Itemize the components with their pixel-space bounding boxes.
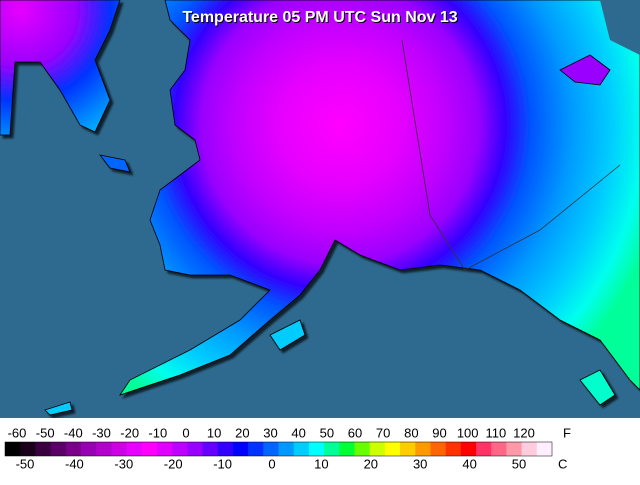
celsius-tick-label: 20 <box>364 456 378 471</box>
color-swatch <box>263 442 279 456</box>
color-swatch <box>187 442 204 456</box>
color-swatch <box>536 442 553 456</box>
celsius-tick-label: -20 <box>164 456 183 471</box>
color-swatch <box>80 442 97 456</box>
fahrenheit-tick-label: -10 <box>148 425 167 440</box>
color-swatch <box>308 442 325 456</box>
color-swatch <box>430 442 447 456</box>
fahrenheit-tick-label: 30 <box>263 425 277 440</box>
celsius-tick-label: -30 <box>114 456 133 471</box>
fahrenheit-tick-label: 70 <box>376 425 390 440</box>
border <box>464 164 621 271</box>
color-swatch <box>20 442 36 456</box>
fahrenheit-tick-label: -30 <box>92 425 111 440</box>
color-swatch <box>324 442 340 456</box>
color-swatch <box>460 442 477 456</box>
color-swatch <box>506 442 523 456</box>
fahrenheit-tick-label: -40 <box>64 425 83 440</box>
color-swatch <box>339 442 355 456</box>
color-swatch <box>521 442 538 456</box>
celsius-tick-label: 50 <box>512 456 526 471</box>
fahrenheit-tick-label: 10 <box>207 425 221 440</box>
fahrenheit-tick-label: -20 <box>120 425 139 440</box>
fahrenheit-tick-label: 80 <box>404 425 418 440</box>
color-swatch <box>248 442 264 456</box>
title-shadow: Temperature 05 PM UTC Sun Nov 13 <box>183 10 458 27</box>
color-swatch <box>232 442 249 456</box>
color-swatch <box>65 442 82 456</box>
color-swatch <box>156 442 173 456</box>
color-swatch <box>445 442 462 456</box>
fahrenheit-tick-label: 100 <box>457 425 479 440</box>
fahrenheit-tick-label: 90 <box>432 425 446 440</box>
color-swatch <box>384 442 401 456</box>
color-swatch <box>126 442 143 456</box>
fahrenheit-tick-label: 40 <box>291 425 305 440</box>
fahrenheit-tick-label: 0 <box>182 425 189 440</box>
color-swatch <box>354 442 371 456</box>
color-swatch <box>278 442 295 456</box>
color-swatch <box>141 442 158 456</box>
color-swatch <box>415 442 431 456</box>
color-swatch <box>96 442 112 456</box>
color-swatch <box>400 442 416 456</box>
fahrenheit-unit: F <box>563 425 571 440</box>
celsius-tick-label: 10 <box>314 456 328 471</box>
color-swatch <box>202 442 219 456</box>
celsius-unit: C <box>558 456 567 471</box>
celsius-tick-label: 0 <box>268 456 275 471</box>
land <box>0 0 640 416</box>
border <box>401 39 466 271</box>
color-swatch <box>5 442 21 456</box>
color-swatch <box>111 442 128 456</box>
fahrenheit-tick-label: -60 <box>8 425 27 440</box>
color-swatch <box>172 442 188 456</box>
celsius-tick-label: 40 <box>462 456 476 471</box>
title: Temperature 05 PM UTC Sun Nov 13 <box>182 9 457 26</box>
fahrenheit-tick-label: 110 <box>485 425 506 440</box>
color-swatch <box>217 442 234 456</box>
fahrenheit-tick-label: 20 <box>235 425 249 440</box>
celsius-tick-label: -40 <box>65 456 84 471</box>
fahrenheit-tick-label: 60 <box>348 425 362 440</box>
color-swatch <box>369 442 386 456</box>
color-swatch <box>50 442 67 456</box>
fahrenheit-tick-label: 50 <box>320 425 334 440</box>
celsius-tick-label: -50 <box>16 456 35 471</box>
color-swatch <box>491 442 507 456</box>
color-swatch <box>35 442 52 456</box>
color-swatch <box>293 442 310 456</box>
celsius-tick-label: -10 <box>213 456 232 471</box>
color-swatch <box>476 442 492 456</box>
colorbar-frame <box>4 441 553 457</box>
fahrenheit-tick-label: 120 <box>513 425 535 440</box>
celsius-tick-label: 30 <box>413 456 427 471</box>
fahrenheit-tick-label: -50 <box>36 425 55 440</box>
